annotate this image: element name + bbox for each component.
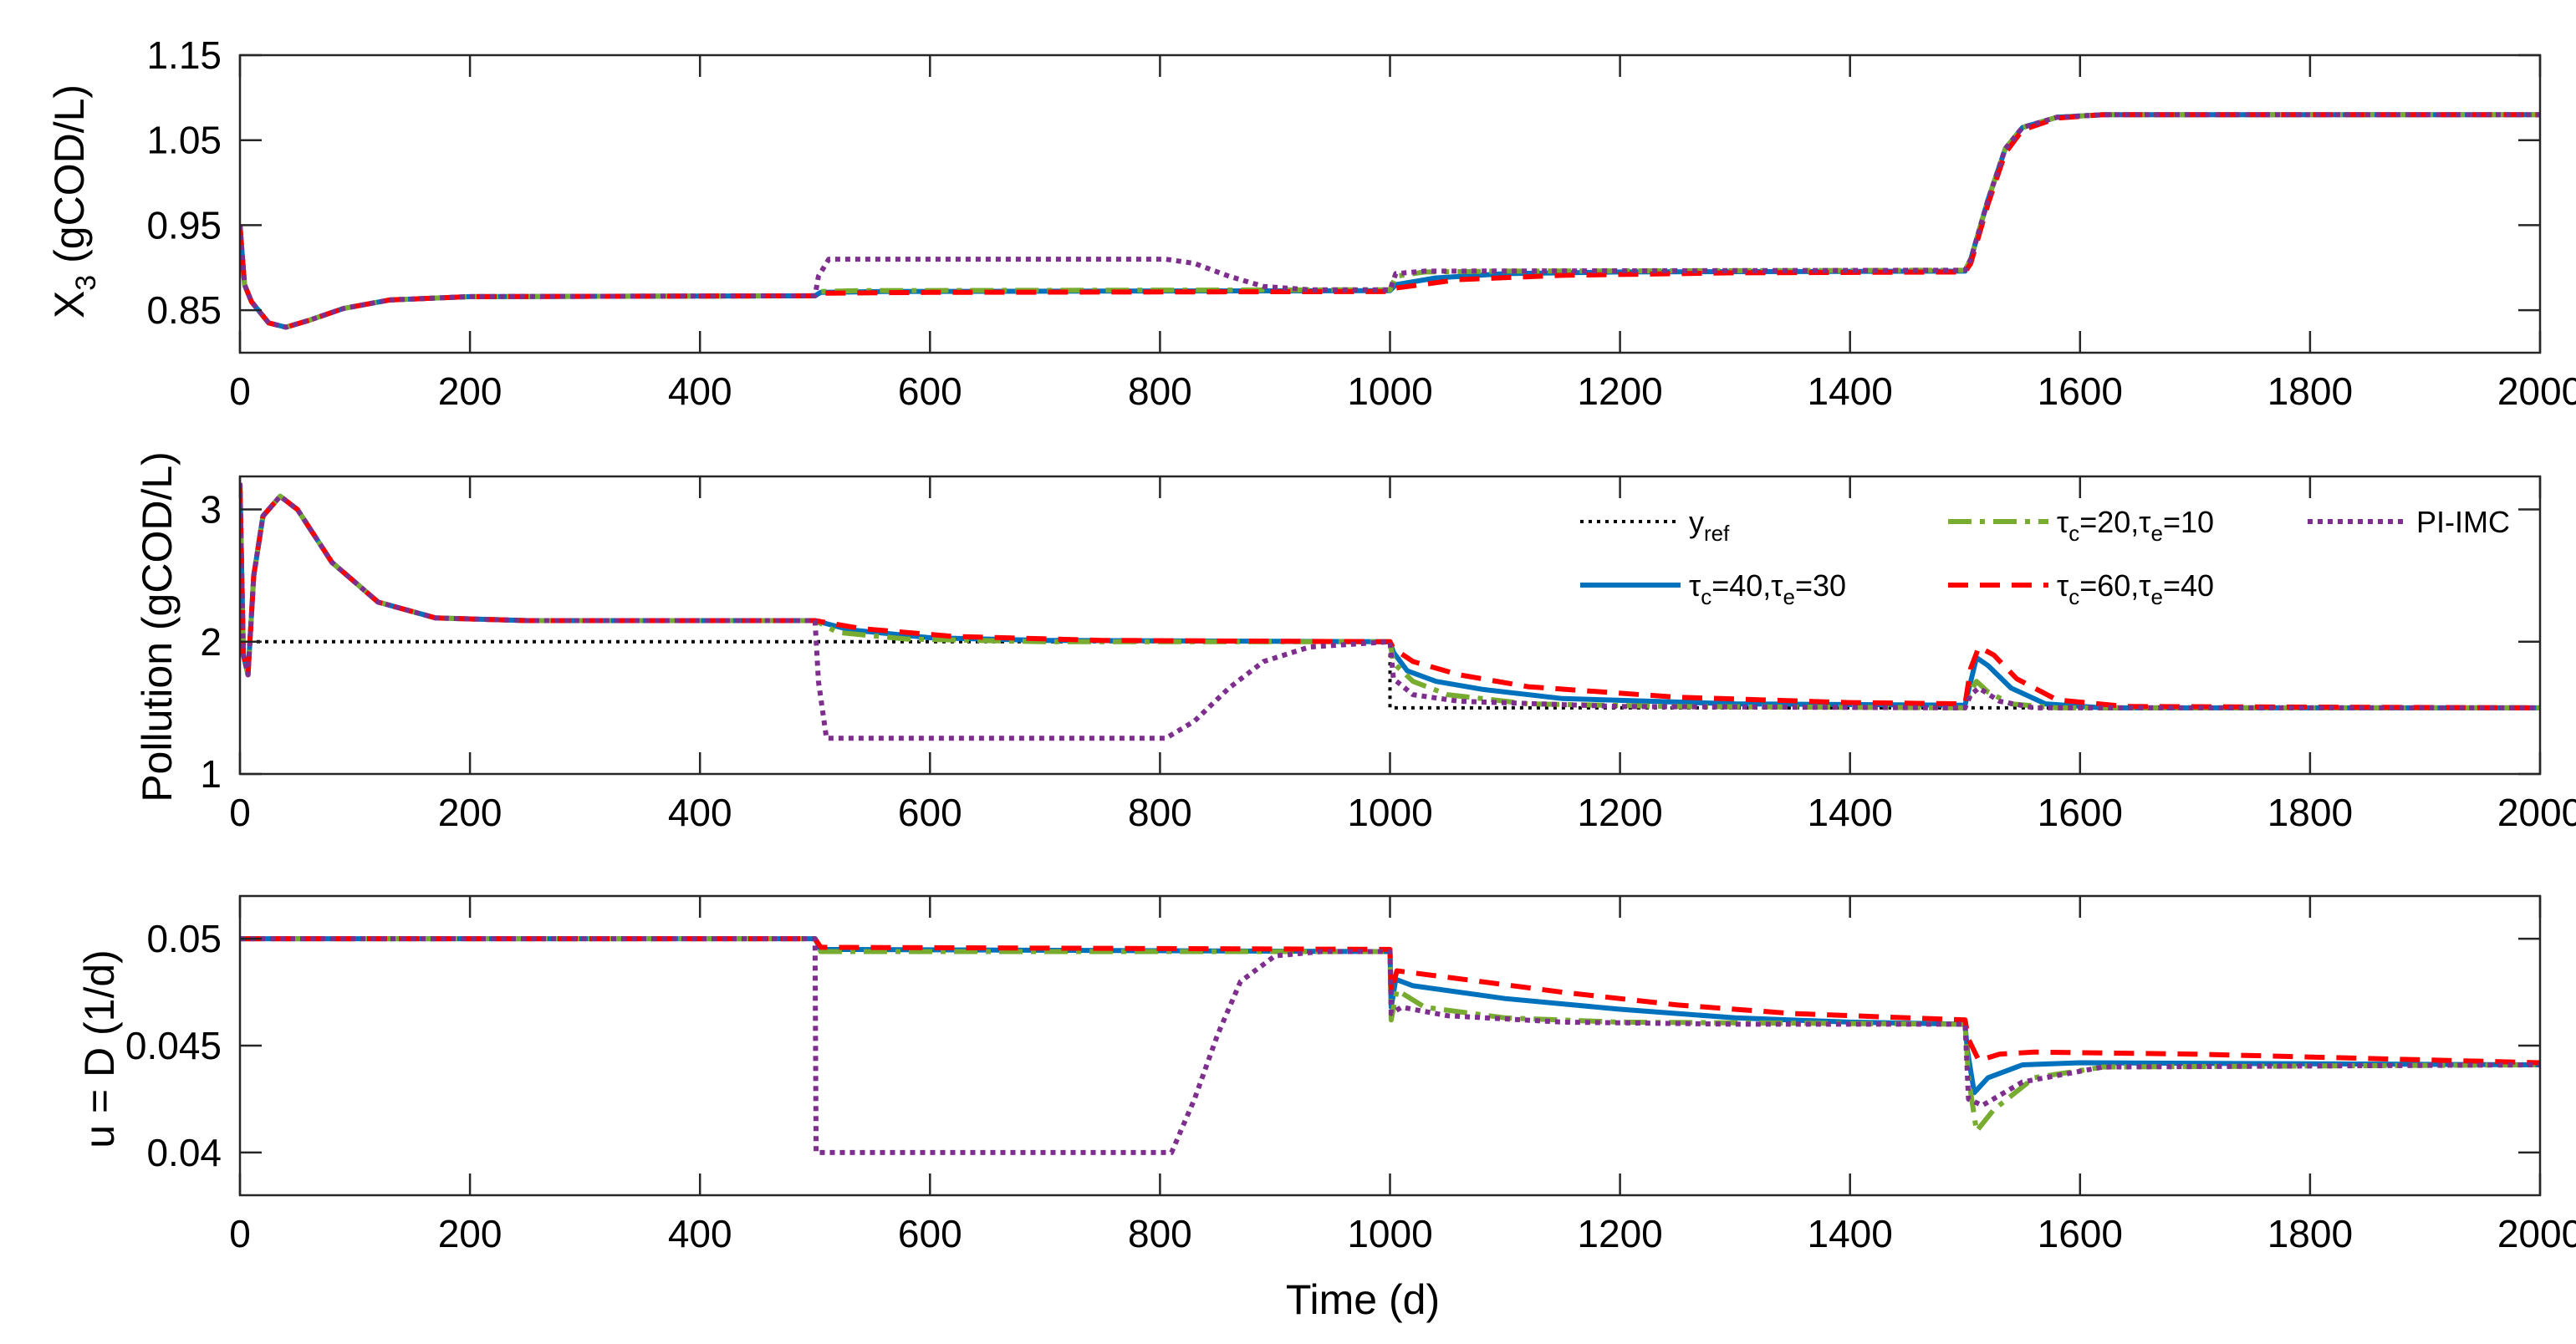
series-line-pi [240,936,2540,1155]
x-tick-label: 400 [668,791,732,834]
x-tick-label: 1400 [1808,791,1893,834]
x-tick-label: 1800 [2267,369,2353,413]
x-tick-label: 600 [898,1212,962,1255]
y-tick-label: 3 [200,488,222,532]
x-axis-label: Time (d) [1286,1276,1440,1323]
x-tick-label: 1000 [1347,1212,1432,1255]
y-axis-label: Pollution (gCOD/L) [134,451,181,802]
x-tick-label: 400 [668,1212,732,1255]
y-tick-label: 0.85 [146,288,222,332]
x-tick-label: 1000 [1347,369,1432,413]
x-tick-label: 800 [1128,1212,1192,1255]
x-tick-label: 2000 [2497,369,2576,413]
x-tick-label: 1200 [1577,369,1662,413]
y-tick-label: 0.05 [146,917,222,960]
x-tick-label: 1600 [2038,791,2123,834]
x-tick-label: 1800 [2267,791,2353,834]
x-tick-label: 600 [898,791,962,834]
x-tick-label: 1400 [1808,1212,1893,1255]
x-tick-label: 400 [668,369,732,413]
x-tick-label: 800 [1128,791,1192,834]
y-axis-label: X3 (gCOD/L) [46,84,102,318]
plot-area [240,112,2540,330]
x-tick-label: 0 [229,1212,251,1255]
x-tick-label: 2000 [2497,791,2576,834]
panel-x3: X3 (gCOD/L) 0 200 400 600 800 1000 1200 1400 160… [46,33,2576,413]
plot-area [240,482,2540,741]
y-tick-label: 1.05 [146,119,222,162]
y-tick-label: 0.045 [125,1024,222,1067]
x-tick-label: 0 [229,791,251,834]
x-tick-label: 0 [229,369,251,413]
x-tick-label: 2000 [2497,1212,2576,1255]
axes-box [238,53,2542,354]
y-axis-label: u = D (1/d) [76,949,123,1148]
x-tick-label: 1600 [2038,369,2123,413]
series-line-tc20 [240,936,2540,1134]
x-tick-label: 200 [438,791,502,834]
x-tick-label: 800 [1128,369,1192,413]
x-tick-label: 600 [898,369,962,413]
x-tick-label: 1000 [1347,791,1432,834]
panel-dilution: u = D (1/d) Time (d) 0 200 400 600 800 1000 12… [76,894,2576,1323]
series-line-tc60 [240,936,2540,1066]
x-tick-label: 1200 [1577,791,1662,834]
x-tick-label: 1600 [2038,1212,2123,1255]
legend: yref τc=20,τe=10 PI-IMC τc=40,τe=30 τc=60,τe… [1580,505,2510,609]
y-tick-label: 0.95 [146,203,222,247]
series-line-pi [240,112,2540,330]
plot-area [240,936,2540,1155]
legend-label-tc60: τc=60,τe=40 [2057,568,2214,609]
x-tick-label: 1200 [1577,1212,1662,1255]
series-line-pi [240,482,2540,741]
legend-label-tc40: τc=40,τe=30 [1689,568,1846,609]
x-tick-label: 1800 [2267,1212,2353,1255]
x-tick-label: 1400 [1808,369,1893,413]
panel-pollution: Pollution (gCOD/L) 0 200 400 600 800 1000 1200… [134,451,2576,834]
y-axis-label-sub: 3 [70,275,102,291]
legend-label-tc20: τc=20,τe=10 [2057,505,2214,546]
y-tick-label: 0.04 [146,1131,222,1174]
legend-label-yref: yref [1689,505,1730,546]
legend-label-pi: PI-IMC [2416,505,2510,539]
y-tick-label: 1 [200,752,222,796]
x-tick-label: 200 [438,369,502,413]
y-tick-label: 1.15 [146,33,222,77]
y-tick-label: 2 [200,620,222,664]
x-tick-label: 200 [438,1212,502,1255]
